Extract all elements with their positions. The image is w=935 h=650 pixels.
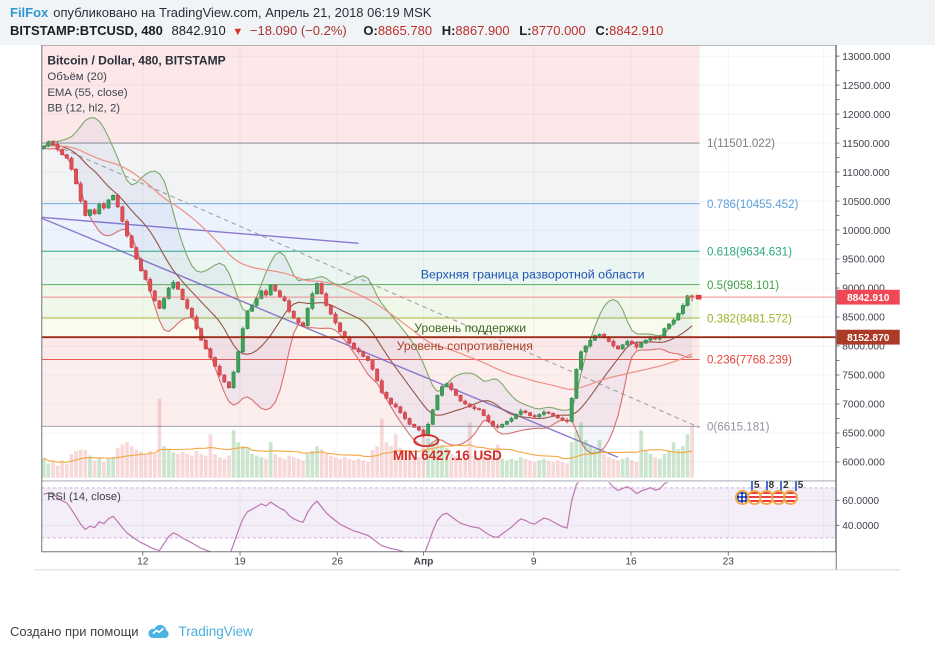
fib-zones [41, 45, 700, 427]
volume-bars [41, 398, 695, 478]
fib-label: 0.236(7768.239) [707, 355, 792, 367]
fib-label: 0.786(10455.452) [707, 199, 799, 211]
rsi-legend[interactable]: RSI (14, close) [47, 491, 121, 503]
rsi-tick-label: 40.0000 [842, 521, 879, 532]
striped-circle-icon [783, 490, 798, 505]
rsi-tick-label: 60.0000 [842, 496, 879, 507]
candles [41, 140, 695, 438]
watermark-digit: 5 [751, 481, 760, 491]
published-text: опубликовано на TradingView.com, Апрель … [53, 5, 432, 20]
last-price: 8842.910 [171, 23, 226, 38]
price-tick-label: 6000.000 [842, 458, 885, 469]
pane-borders [34, 45, 901, 571]
ema-line [43, 145, 693, 391]
hline-price-badge-label: 8152.870 [847, 333, 890, 344]
price-tick-label: 9500.000 [842, 255, 885, 266]
price-tick-label: 7500.000 [842, 371, 885, 382]
annotation-resistance: Уровень сопротивления [397, 339, 533, 353]
price-tick-label: 12500.000 [842, 81, 890, 92]
low-label: L: [519, 23, 532, 38]
current-price-badge [836, 289, 900, 305]
symbol-title: BITSTAMP:BTCUSD, 480 [10, 23, 163, 38]
min-ellipse [413, 434, 440, 448]
annotation-min: MIN 6427.16 USD [393, 448, 502, 463]
legend-title[interactable]: Bitcoin / Dollar, 480, BITSTAMP [47, 53, 225, 67]
price-tick-label: 10000.000 [842, 226, 890, 237]
symbol-line: BITSTAMP:BTCUSD, 480 8842.910 ▼ −18.090 … [10, 23, 663, 38]
watermark-digit: 8 [765, 481, 774, 491]
current-price-badge-label: 8842.910 [847, 293, 890, 304]
down-arrow-icon: ▼ [232, 26, 244, 38]
high-label: H: [441, 23, 456, 38]
price-tick-label: 7000.000 [842, 400, 885, 411]
high-value: 8867.900 [455, 23, 510, 38]
gridlines [41, 45, 836, 552]
time-tick-label: 9 [531, 557, 537, 568]
dashed-trendline [48, 141, 700, 429]
close-label: C: [595, 23, 610, 38]
annotation-support: Уровень поддержки [414, 321, 526, 335]
low-value: 8770.000 [531, 23, 586, 38]
watermark-icons [735, 490, 798, 505]
footer-text: Создано при помощи [10, 623, 139, 639]
purple-trendline [41, 216, 359, 244]
tradingview-link[interactable]: TradingView [178, 623, 253, 639]
price-tick-label: 11500.000 [842, 139, 890, 150]
bollinger-bands [43, 117, 693, 454]
price-tick-label: 10500.000 [842, 197, 890, 208]
footer-bar: Создано при помощи TradingView [0, 612, 935, 650]
time-tick-label: 12 [137, 557, 149, 568]
watermark-badge: 5 8 2 5 [735, 481, 811, 511]
price-tick-label: 12000.000 [842, 110, 890, 121]
fib-label: 0.382(8481.572) [707, 313, 792, 325]
open-label: O: [363, 23, 378, 38]
fib-label: 0.5(9058.101) [707, 280, 779, 292]
legend-ema[interactable]: EMA (55, close) [47, 87, 127, 99]
fib-label: 0.618(9634.631) [707, 246, 792, 258]
time-tick-label: 26 [332, 557, 344, 568]
price-change: −18.090 (−0.2%) [249, 23, 347, 38]
volume-ma-line [43, 444, 693, 463]
fib-label: 0(6615.181) [707, 421, 770, 433]
time-tick-label: 19 [234, 557, 246, 568]
header-bar: FilFox опубликовано на TradingView.com, А… [0, 0, 935, 45]
fib-levels: 1(11501.022) 0.786(10455.452) 0.618(9634.6… [41, 138, 799, 433]
price-tick-label: 6500.000 [842, 429, 885, 440]
author-link[interactable]: FilFox [10, 5, 49, 20]
price-tick-label: 8000.000 [842, 342, 885, 353]
open-value: 8865.780 [377, 23, 433, 38]
publish-line: FilFox опубликовано на TradingView.com, А… [10, 5, 431, 20]
time-tick-label: Апр [414, 557, 434, 568]
price-badges: 8842.910 8152.870 [836, 289, 900, 345]
price-tick-label: 11000.000 [842, 168, 890, 179]
rsi-line [43, 482, 669, 552]
chart-canvas[interactable]: 1(11501.022) 0.786(10455.452) 0.618(9634.6… [0, 45, 935, 612]
price-lines [41, 294, 836, 448]
fib-label: 1(11501.022) [707, 138, 775, 150]
rsi-pane [41, 487, 836, 539]
watermark-digits: 5 8 2 5 [751, 481, 803, 491]
time-tick-label: 16 [625, 557, 637, 568]
time-tick-label: 23 [723, 557, 735, 568]
close-value: 8842.910 [609, 23, 664, 38]
price-tick-label: 9000.000 [842, 284, 885, 295]
price-tick-label: 13000.000 [842, 52, 890, 63]
watermark-digit: 5 [794, 481, 803, 491]
hline-price-badge [836, 329, 900, 345]
rsi-line-group [43, 482, 669, 552]
price-tick-label: 8500.000 [842, 313, 885, 324]
legend-volume[interactable]: Объём (20) [47, 71, 107, 83]
watermark-digit: 2 [780, 481, 789, 491]
annotation-upper-boundary: Верхняя граница разворотной области [421, 267, 645, 281]
axes: 6000.000 6500.000 7000.000 7500.000 8000.000… [137, 52, 891, 568]
tradingview-logo-icon [147, 624, 169, 638]
legend-bb[interactable]: BB (12, hl2, 2) [47, 103, 120, 115]
